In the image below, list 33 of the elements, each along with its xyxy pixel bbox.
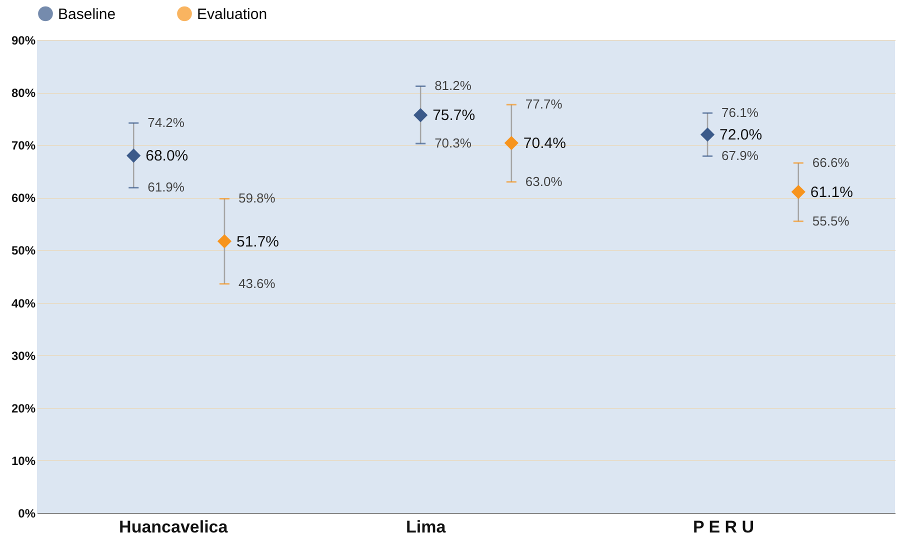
y-tick-label: 10% <box>11 454 36 468</box>
data-label: 68.0% <box>146 148 188 165</box>
data-label: 51.7% <box>236 233 280 250</box>
data-label: 70.4% <box>523 135 566 152</box>
annotation: 66.6% <box>812 154 850 170</box>
legend-label: Baseline <box>58 6 116 23</box>
x-tick-label: Huancavelica <box>119 518 228 536</box>
y-tick-label: 90% <box>11 34 36 48</box>
annotation: 76.1% <box>722 105 759 120</box>
x-tick-label: Lima <box>406 518 446 536</box>
annotation: 59.8% <box>238 190 276 206</box>
annotation: 70.3% <box>434 136 472 151</box>
y-tick-label: 0% <box>18 506 36 520</box>
y-tick-label: 50% <box>11 244 36 258</box>
x-tick-label: P E R U <box>692 518 754 536</box>
annotation: 43.6% <box>238 276 276 291</box>
annotation: 61.9% <box>148 180 185 195</box>
annotation: 77.7% <box>525 96 563 112</box>
y-tick-label: 70% <box>11 138 36 153</box>
data-label: 72.0% <box>720 126 762 144</box>
y-tick-label: 80% <box>11 86 36 100</box>
y-tick-label: 60% <box>11 191 36 206</box>
annotation: 67.9% <box>722 148 759 164</box>
annotation: 81.2% <box>434 78 472 94</box>
data-label: 75.7% <box>432 107 476 124</box>
y-tick-label: 30% <box>11 348 36 363</box>
y-tick-label: 40% <box>11 296 36 310</box>
data-label: 61.1% <box>810 184 853 201</box>
annotation: 74.2% <box>148 115 185 130</box>
annotation: 63.0% <box>525 174 563 189</box>
y-tick-label: 20% <box>11 401 36 416</box>
annotation: 55.5% <box>812 213 850 228</box>
legend-label: Evaluation <box>197 6 268 23</box>
